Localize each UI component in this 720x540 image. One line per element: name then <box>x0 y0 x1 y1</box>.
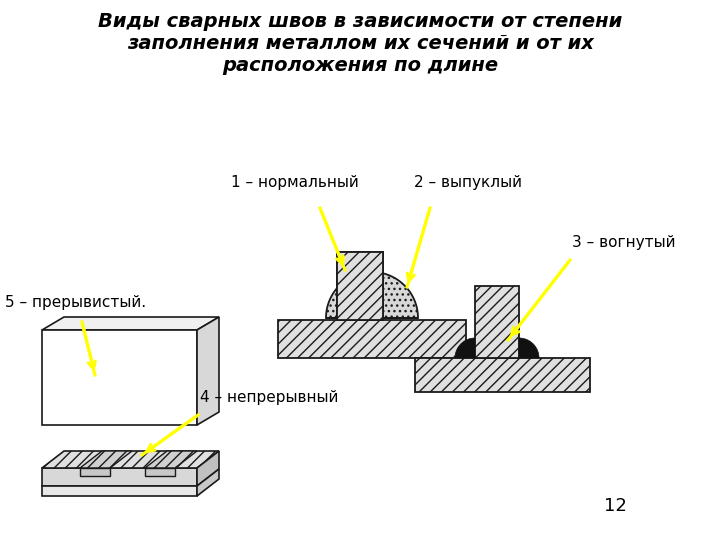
Text: 4 – непрерывный: 4 – непрерывный <box>200 390 338 405</box>
Polygon shape <box>197 469 219 496</box>
Polygon shape <box>145 451 197 468</box>
Text: 2 – выпуклый: 2 – выпуклый <box>414 175 522 190</box>
Bar <box>337 252 383 320</box>
Polygon shape <box>145 468 175 476</box>
Polygon shape <box>326 272 418 318</box>
Bar <box>415 358 590 392</box>
Polygon shape <box>197 317 219 425</box>
Polygon shape <box>197 451 219 486</box>
Polygon shape <box>455 338 475 358</box>
Bar <box>278 320 466 358</box>
Polygon shape <box>80 468 110 476</box>
Text: 12: 12 <box>603 497 626 515</box>
Text: 1 – нормальный: 1 – нормальный <box>231 175 359 190</box>
Polygon shape <box>42 468 197 486</box>
Text: 5 – прерывистый.: 5 – прерывистый. <box>5 295 146 310</box>
Polygon shape <box>80 451 132 468</box>
Polygon shape <box>42 330 197 425</box>
Bar <box>475 286 519 358</box>
Bar <box>337 252 383 320</box>
Polygon shape <box>42 486 197 496</box>
Text: 3 – вогнутый: 3 – вогнутый <box>572 235 675 250</box>
Polygon shape <box>42 451 219 468</box>
Polygon shape <box>42 317 219 330</box>
Polygon shape <box>519 338 539 358</box>
Text: Виды сварных швов в зависимости от степени
заполнения металлом их сечений и от и: Виды сварных швов в зависимости от степе… <box>98 12 622 75</box>
